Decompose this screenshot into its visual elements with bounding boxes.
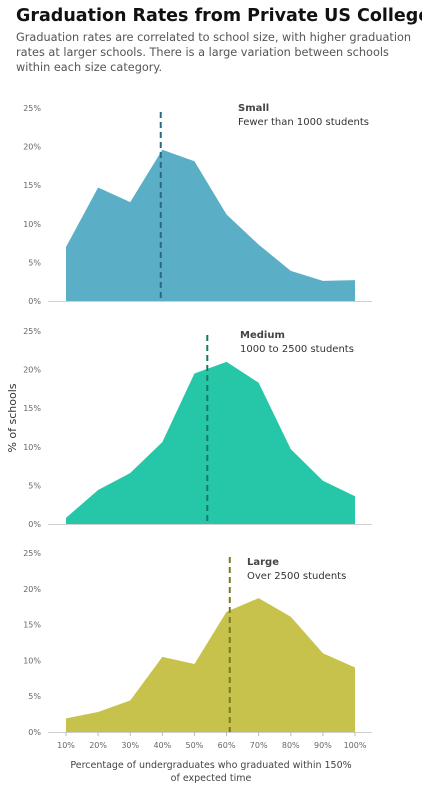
y-tick-label: 25% xyxy=(23,327,41,336)
x-tick-label: 90% xyxy=(314,741,332,750)
series-name-label: Large xyxy=(247,557,279,568)
x-tick-label: 80% xyxy=(282,741,300,750)
x-axis-label-line-2: of expected time xyxy=(171,773,252,784)
y-tick-label: 0% xyxy=(28,520,41,529)
series-annotation: 1000 to 2500 students xyxy=(240,344,354,355)
y-tick-label: 10% xyxy=(23,443,41,452)
chart-subtitle: Graduation rates are correlated to schoo… xyxy=(16,31,412,74)
y-tick-label: 5% xyxy=(28,692,41,701)
area-small xyxy=(66,149,355,301)
x-tick-label: 30% xyxy=(121,741,139,750)
x-tick-label: 70% xyxy=(250,741,268,750)
x-tick-label: 100% xyxy=(344,741,367,750)
x-tick-label: 10% xyxy=(57,741,75,750)
panel-small: 0% 5% 10% 15% 20% 25% Small Fewer than 1000 stu… xyxy=(23,103,372,306)
x-tick-label: 60% xyxy=(218,741,236,750)
y-tick-label: 20% xyxy=(23,366,41,375)
series-annotation: Fewer than 1000 students xyxy=(238,117,369,128)
y-tick-label: 20% xyxy=(23,143,41,152)
x-axis-label-line-1: Percentage of undergraduates who graduat… xyxy=(70,760,351,771)
series-name-label: Small xyxy=(238,103,269,114)
x-tick-label: 40% xyxy=(153,741,171,750)
area-medium xyxy=(66,361,355,524)
series-name-label: Medium xyxy=(240,330,285,341)
panel-large: 0% 5% 10% 15% 20% 25% Large Over 2500 students xyxy=(23,549,372,737)
y-tick-label: 5% xyxy=(28,258,41,267)
y-tick-label: 20% xyxy=(23,585,41,594)
y-axis-label: % of schools xyxy=(6,383,19,452)
y-tick-label: 5% xyxy=(28,481,41,490)
chart-title: Graduation Rates from Private US College… xyxy=(16,6,422,26)
y-tick-label: 10% xyxy=(23,656,41,665)
y-tick-label: 0% xyxy=(28,297,41,306)
y-tick-label: 0% xyxy=(28,728,41,737)
y-tick-label: 25% xyxy=(23,549,41,558)
y-tick-label: 15% xyxy=(23,621,41,630)
y-tick-label: 10% xyxy=(23,220,41,229)
x-tick-label: 50% xyxy=(186,741,204,750)
panel-medium: 0% 5% 10% 15% 20% 25% Medium 1000 to 2500 stude… xyxy=(23,327,372,529)
y-tick-label: 25% xyxy=(23,104,41,113)
x-tick-label: 20% xyxy=(89,741,107,750)
y-tick-label: 15% xyxy=(23,181,41,190)
series-annotation: Over 2500 students xyxy=(247,571,346,582)
y-tick-label: 15% xyxy=(23,404,41,413)
area-large xyxy=(66,598,355,732)
